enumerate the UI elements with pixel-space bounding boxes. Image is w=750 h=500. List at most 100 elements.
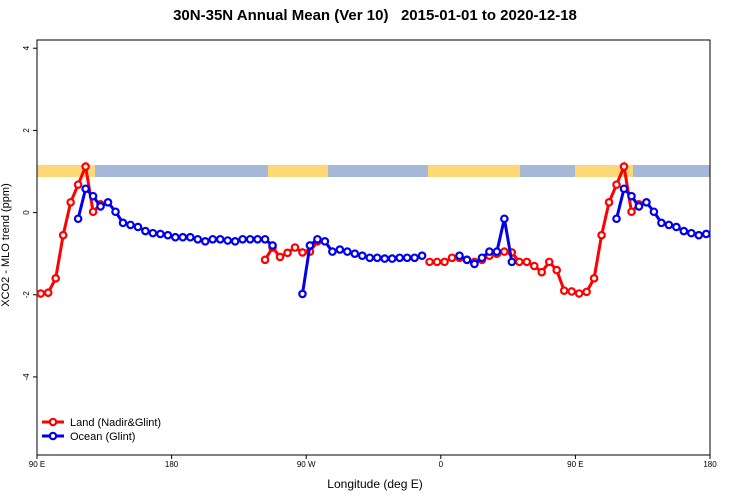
data-point	[462, 255, 472, 265]
data-point	[395, 253, 404, 263]
land-strip	[575, 165, 633, 177]
data-point	[701, 229, 711, 239]
data-point	[634, 202, 644, 211]
data-point	[529, 261, 539, 271]
data-point	[612, 180, 621, 189]
data-point	[619, 184, 629, 194]
data-point	[245, 234, 255, 244]
x-tick-label: 0	[439, 460, 444, 469]
data-point	[88, 191, 98, 201]
data-point	[58, 230, 68, 240]
data-point	[664, 220, 674, 230]
data-point	[223, 236, 232, 245]
data-point	[402, 253, 412, 263]
data-point	[604, 198, 614, 207]
data-point	[679, 226, 689, 236]
land-strip	[428, 165, 520, 177]
data-point	[410, 253, 419, 263]
data-point	[36, 289, 46, 298]
data-point	[627, 191, 636, 201]
data-point	[357, 251, 367, 261]
data-point	[163, 230, 173, 240]
data-point	[81, 184, 90, 194]
data-point	[372, 253, 382, 263]
data-point	[141, 226, 150, 236]
data-point	[290, 243, 300, 252]
data-point	[43, 288, 53, 297]
data-point	[387, 254, 397, 263]
data-point	[298, 248, 307, 257]
data-point	[485, 247, 494, 256]
data-point	[96, 202, 105, 211]
data-point	[230, 237, 240, 246]
data-point	[619, 162, 629, 171]
data-point	[253, 234, 262, 244]
data-point	[275, 252, 285, 262]
data-point	[672, 222, 681, 232]
data-point	[447, 253, 457, 263]
ocean-strip	[37, 165, 710, 177]
data-point	[283, 248, 292, 258]
data-point	[582, 287, 591, 297]
y-tick-label: -4	[22, 373, 31, 381]
data-point	[81, 162, 90, 171]
data-point	[343, 247, 352, 256]
data-point	[51, 274, 60, 283]
data-point	[215, 234, 225, 244]
data-point	[544, 257, 554, 267]
x-tick-label: 90 W	[297, 460, 316, 469]
data-point	[260, 234, 270, 244]
data-point	[238, 234, 247, 244]
data-point	[642, 198, 651, 207]
data-point	[627, 207, 636, 217]
data-point	[133, 222, 143, 232]
data-point	[103, 198, 113, 207]
data-point	[171, 232, 180, 242]
data-point	[365, 253, 375, 263]
data-point	[305, 241, 315, 250]
data-point	[552, 265, 562, 275]
data-point	[66, 198, 75, 207]
data-point	[193, 234, 203, 244]
legend-label: Ocean (Glint)	[70, 431, 135, 443]
x-axis-label: Longitude (deg E)	[327, 477, 422, 491]
data-point	[425, 257, 434, 267]
data-point	[500, 247, 509, 256]
data-point	[477, 253, 487, 263]
data-point	[320, 237, 330, 246]
data-point	[559, 286, 569, 295]
x-tick-label: 180	[165, 460, 179, 469]
data-point	[118, 218, 128, 228]
data-point	[657, 218, 666, 228]
data-point	[507, 257, 517, 267]
x-tick-label: 90 E	[567, 460, 583, 469]
data-point	[148, 228, 158, 238]
data-point	[455, 251, 464, 261]
data-point	[298, 289, 307, 299]
legend-label: Land (Nadir&Glint)	[70, 417, 161, 429]
y-tick-label: -2	[22, 291, 31, 299]
data-point	[328, 247, 337, 256]
y-tick-label: 2	[22, 128, 31, 133]
chart-title: 30N-35N Annual Mean (Ver 10) 2015-01-01 …	[173, 7, 577, 24]
x-tick-label: 180	[703, 460, 717, 469]
land-strip	[268, 165, 328, 177]
data-point	[73, 214, 83, 224]
y-axis-label: XCO2 - MLO trend (ppm)	[0, 183, 12, 306]
data-point	[515, 257, 524, 267]
data-point	[567, 287, 576, 296]
legend-marker	[48, 431, 58, 441]
data-point	[574, 289, 584, 298]
data-point	[492, 247, 502, 256]
data-point	[156, 229, 165, 239]
data-point	[88, 207, 98, 217]
series-line	[40, 161, 641, 296]
data-point	[268, 241, 277, 250]
data-point	[178, 232, 188, 242]
x-tick-label: 90 E	[29, 460, 45, 469]
data-point	[380, 254, 390, 263]
data-point	[350, 249, 360, 258]
data-point	[500, 214, 509, 224]
